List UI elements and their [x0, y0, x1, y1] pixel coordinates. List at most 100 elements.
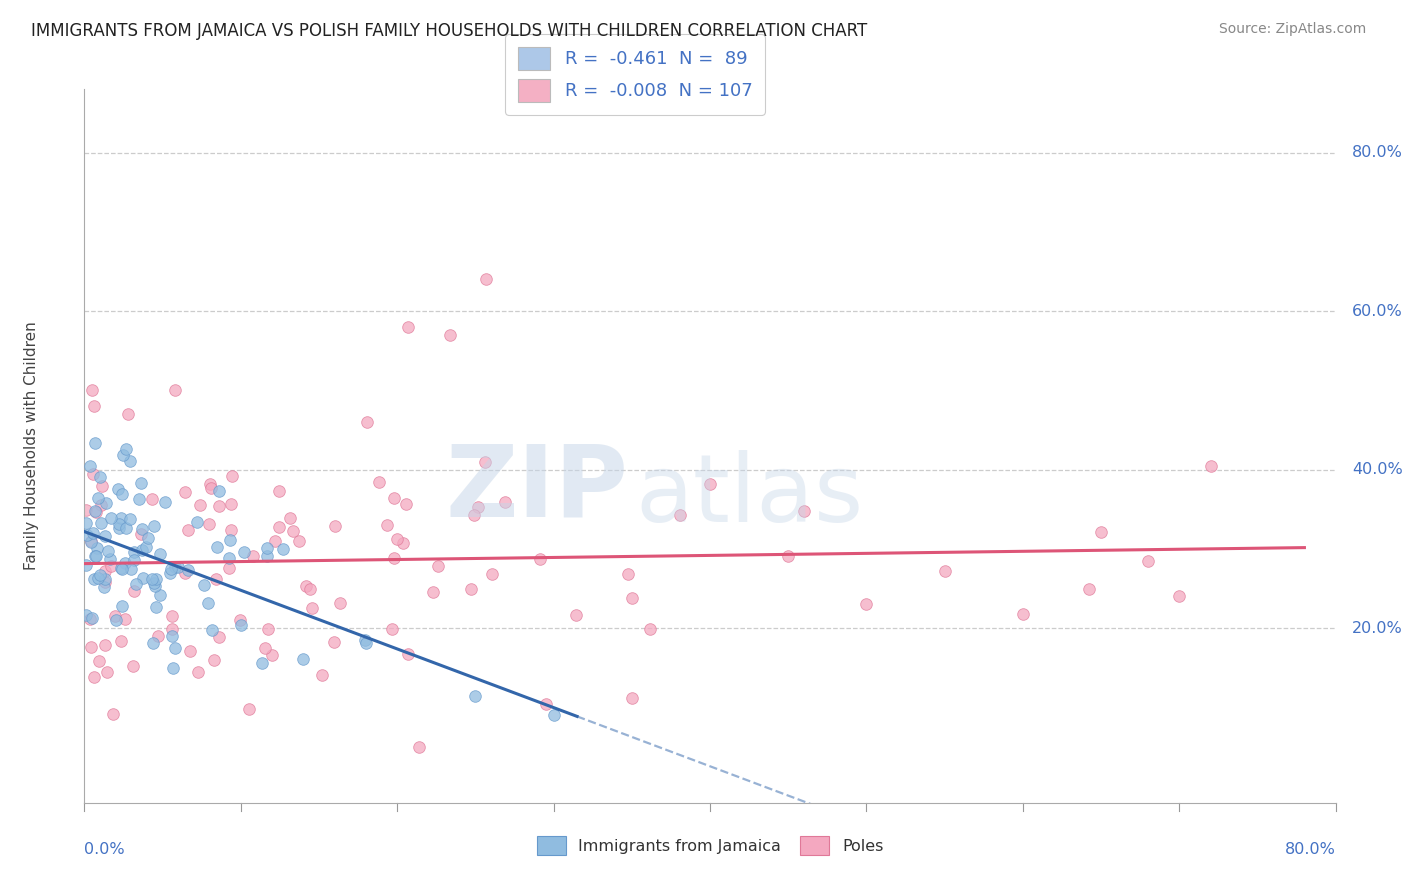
Point: [75, 607, 97, 622]
Point: [934, 564, 956, 578]
Point: [197, 596, 219, 610]
Point: [110, 633, 132, 648]
Text: 60.0%: 60.0%: [1353, 303, 1403, 318]
Point: [311, 668, 333, 682]
Point: [108, 521, 131, 535]
Point: [75, 502, 97, 516]
Point: [391, 535, 413, 549]
Point: [111, 599, 134, 613]
Point: [188, 498, 211, 512]
Point: [80, 640, 103, 654]
Point: [142, 636, 165, 650]
Point: [165, 560, 187, 574]
Point: [271, 542, 294, 557]
Point: [90, 479, 112, 493]
Point: [778, 549, 800, 564]
Point: [1136, 554, 1159, 568]
Point: [94, 575, 117, 590]
Point: [229, 617, 252, 632]
Point: [177, 523, 200, 537]
Point: [1077, 582, 1099, 596]
Point: [87, 571, 110, 585]
Point: [238, 702, 260, 716]
Point: [292, 652, 315, 666]
Point: [669, 508, 692, 522]
Point: [80, 534, 103, 549]
Point: [129, 527, 152, 541]
Point: [353, 632, 375, 647]
Point: [187, 665, 209, 679]
Point: [232, 544, 254, 558]
Point: [208, 483, 231, 498]
Point: [94, 495, 117, 509]
Point: [381, 622, 404, 636]
Point: [193, 578, 215, 592]
Point: [481, 566, 503, 581]
Point: [115, 442, 138, 457]
Point: [208, 630, 231, 644]
Point: [128, 492, 150, 507]
Point: [162, 629, 184, 643]
Point: [75, 516, 97, 530]
Point: [149, 547, 172, 561]
Point: [218, 551, 240, 566]
Point: [256, 541, 278, 555]
Point: [83, 670, 105, 684]
Point: [202, 653, 225, 667]
Point: [96, 665, 118, 680]
Point: [221, 469, 243, 483]
Point: [135, 540, 157, 554]
Point: [208, 500, 231, 514]
Point: [367, 475, 389, 490]
Point: [84, 435, 107, 450]
Point: [1199, 458, 1222, 473]
Point: [408, 740, 430, 755]
Point: [82, 525, 104, 540]
Point: [80, 610, 103, 624]
Point: [385, 533, 408, 547]
Point: [620, 691, 643, 706]
Point: [494, 495, 516, 509]
Point: [288, 534, 311, 549]
Point: [218, 533, 240, 547]
Point: [120, 453, 142, 467]
Point: [145, 599, 167, 614]
Point: [122, 553, 145, 567]
Point: [166, 560, 188, 574]
Point: [87, 654, 110, 668]
Point: [356, 415, 378, 429]
Point: [136, 531, 159, 545]
Point: [617, 567, 640, 582]
Point: [121, 659, 143, 673]
Point: [529, 552, 551, 566]
Point: [117, 407, 139, 421]
Point: [1090, 525, 1112, 540]
Text: ZIP: ZIP: [446, 441, 628, 537]
Point: [75, 558, 97, 572]
Point: [100, 558, 122, 573]
Point: [160, 622, 183, 636]
Point: [205, 540, 228, 554]
Point: [163, 384, 186, 398]
Point: [153, 495, 176, 509]
Point: [79, 535, 101, 549]
Point: [142, 576, 165, 591]
Point: [382, 551, 405, 566]
Point: [620, 591, 643, 605]
Point: [323, 518, 346, 533]
Text: 80.0%: 80.0%: [1285, 842, 1336, 857]
Point: [534, 697, 557, 711]
Point: [218, 561, 240, 575]
Point: [84, 549, 107, 563]
Point: [173, 484, 195, 499]
Point: [110, 510, 132, 524]
Point: [699, 476, 721, 491]
Point: [186, 515, 208, 529]
Point: [104, 608, 127, 623]
Point: [132, 571, 155, 585]
Point: [200, 481, 222, 495]
Point: [565, 608, 588, 623]
Point: [148, 629, 170, 643]
Point: [83, 400, 105, 414]
Point: [159, 566, 181, 580]
